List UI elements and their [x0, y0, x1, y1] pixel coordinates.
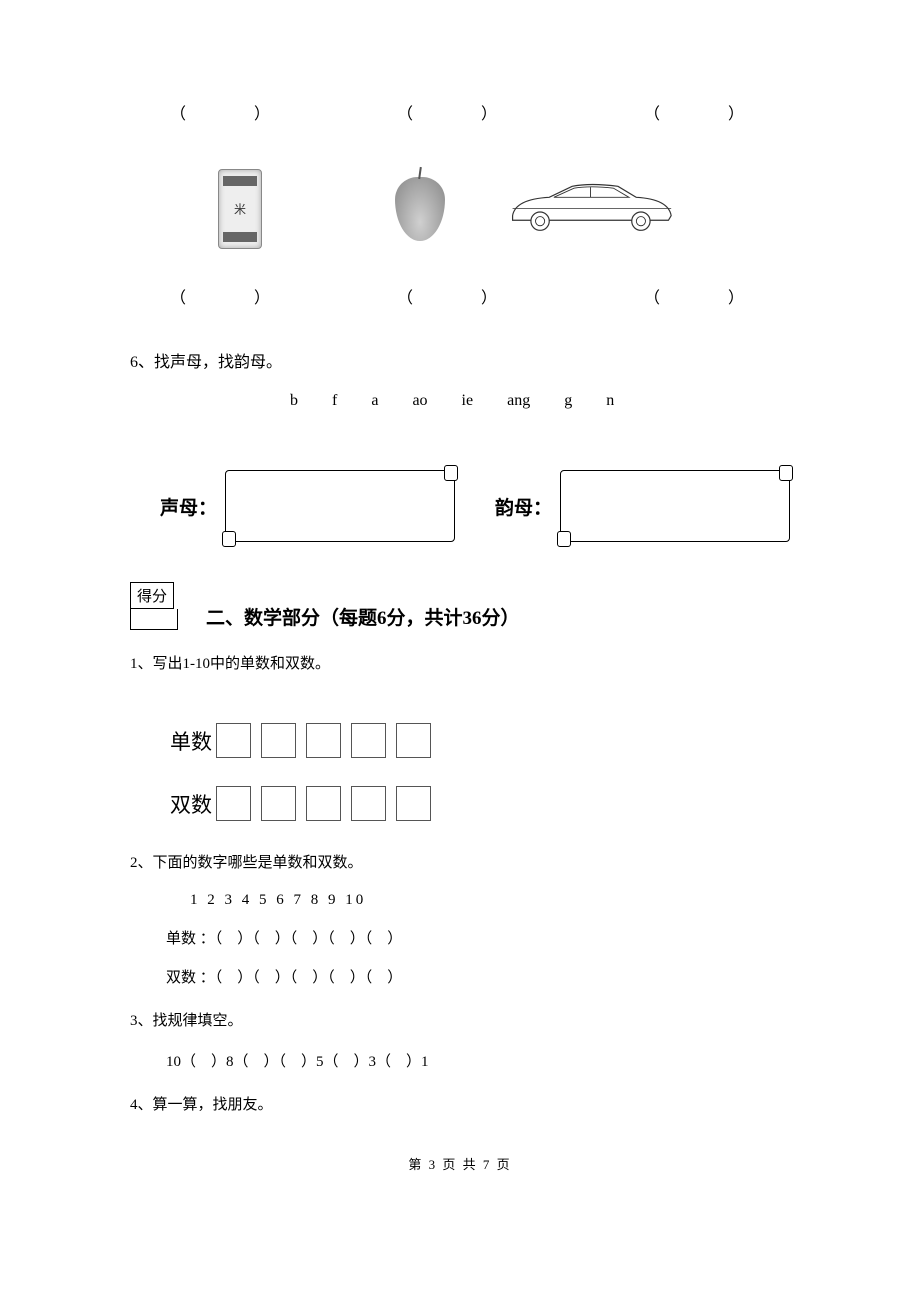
shengmu-label: 声母： [160, 493, 217, 520]
section-2-title: 二、数学部分（每题6分，共计36分） [206, 603, 520, 630]
answer-paren-row-2: （ ） （ ） （ ） [130, 284, 790, 308]
q1-title: 1、写出1-10中的单数和双数。 [130, 652, 790, 673]
paren-cell: （ ） [397, 284, 509, 308]
yunmu-box [560, 470, 790, 542]
answer-paren-row-1: （ ） （ ） （ ） [130, 100, 790, 124]
pear-image [350, 177, 490, 241]
score-box: 得分 [130, 582, 178, 630]
q1-boxes: 单数 双数 [170, 723, 790, 821]
pinyin-b: b [290, 392, 298, 409]
q6-title: 6、找声母，找韵母。 [130, 348, 790, 372]
shuangshu-label: 双数 [170, 789, 212, 819]
shuangshu-row: 双数 [170, 786, 790, 821]
score-label: 得分 [130, 582, 174, 609]
scroll-row: 声母： 韵母： [130, 470, 790, 542]
pinyin-ie: ie [462, 392, 474, 409]
pinyin-letters: b f a ao ie ang g n [290, 392, 790, 410]
danshu-row: 单数 [170, 723, 790, 758]
q2-shuangshu-line: 双数 ：（ ）（ ）（ ）（ ）（ ） [166, 966, 790, 987]
pinyin-n: n [606, 392, 614, 409]
paren-cell: （ ） [170, 100, 282, 124]
num-box [351, 786, 386, 821]
q2-title: 2、下面的数字哪些是单数和双数。 [130, 851, 790, 872]
q4-title: 4、算一算，找朋友。 [130, 1093, 790, 1114]
pinyin-a: a [371, 392, 378, 409]
q3-title: 3、找规律填空。 [130, 1009, 790, 1030]
num-box [261, 723, 296, 758]
q3-sequence: 10（ ）8（ ）（ ）5（ ）3（ ）1 [166, 1050, 790, 1071]
num-box [261, 786, 296, 821]
paren-cell: （ ） [397, 100, 509, 124]
q2-danshu-line: 单数 ：（ ）（ ）（ ）（ ）（ ） [166, 927, 790, 948]
q2-numbers: 1 2 3 4 5 6 7 8 9 10 [190, 892, 790, 909]
car-image [480, 179, 700, 239]
worksheet-page: （ ） （ ） （ ） 米 （ ） （ ） （ ） [0, 0, 920, 1213]
page-footer: 第 3 页 共 7 页 [130, 1154, 790, 1173]
score-blank [130, 609, 178, 630]
shengmu-box [225, 470, 455, 542]
pinyin-ang: ang [507, 392, 530, 409]
num-box [396, 723, 431, 758]
section-2-header: 得分 二、数学部分（每题6分，共计36分） [130, 582, 790, 630]
num-box [396, 786, 431, 821]
num-box [216, 723, 251, 758]
pinyin-f: f [332, 392, 337, 409]
pinyin-ao: ao [412, 392, 427, 409]
paren-cell: （ ） [170, 284, 282, 308]
pinyin-g: g [564, 392, 572, 409]
num-box [351, 723, 386, 758]
paren-cell: （ ） [644, 100, 756, 124]
num-box [216, 786, 251, 821]
num-box [306, 723, 341, 758]
yunmu-label: 韵母： [495, 493, 552, 520]
num-box [306, 786, 341, 821]
paren-cell: （ ） [644, 284, 756, 308]
rice-bag-image: 米 [170, 169, 310, 249]
image-row: 米 [130, 164, 790, 254]
danshu-label: 单数 [170, 726, 212, 756]
